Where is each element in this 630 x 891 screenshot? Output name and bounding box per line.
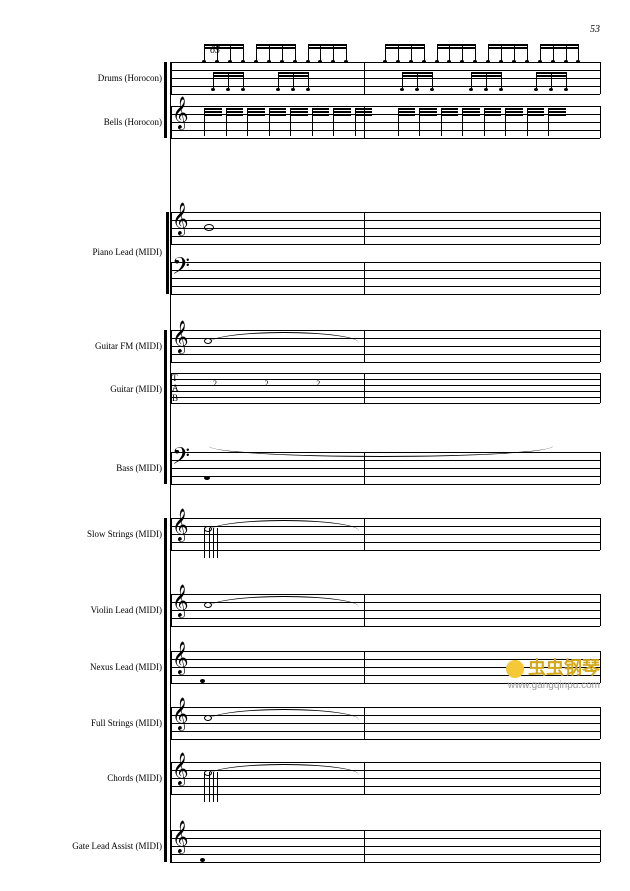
staff: 𝄞 — [170, 762, 600, 794]
instrument-label: Slow Strings (MIDI) — [0, 529, 162, 539]
instrument-label: Drums (Horocon) — [0, 73, 162, 83]
instrument-label: Full Strings (MIDI) — [0, 718, 162, 728]
instrument-label: Bells (Horocon) — [0, 117, 162, 127]
staff: 𝄢 — [170, 452, 600, 484]
clef: 𝄢 — [172, 446, 190, 474]
watermark-label: 虫虫钢琴 — [528, 658, 600, 678]
watermark-text: 虫虫钢琴 — [506, 654, 600, 680]
clef: 𝄞 — [172, 701, 189, 729]
instrument-label: Nexus Lead (MIDI) — [0, 662, 162, 672]
clef: 𝄞 — [172, 824, 189, 852]
instrument-label: Chords (MIDI) — [0, 773, 162, 783]
staff: TAB222 — [170, 373, 600, 403]
staff: 𝄢 — [170, 262, 600, 294]
score-page: 53 65 Drums (Horocon)𝄞Bells (Horocon)𝄞𝄢P… — [0, 0, 630, 891]
clef: 𝄞 — [172, 324, 189, 352]
clef: 𝄞 — [172, 756, 189, 784]
instrument-label: Gate Lead Assist (MIDI) — [0, 841, 162, 851]
staff: 𝄞 — [170, 707, 600, 739]
instrument-label: Guitar FM (MIDI) — [0, 341, 162, 351]
staff: 𝄞 — [170, 830, 600, 862]
staff: 𝄞 — [170, 330, 600, 362]
instrument-label: Piano Lead (MIDI) — [0, 247, 162, 257]
clef: TAB — [172, 373, 179, 403]
clef: 𝄞 — [172, 588, 189, 616]
staff: 𝄞 — [170, 106, 600, 138]
staff — [170, 62, 600, 94]
staff: 𝄞 — [170, 594, 600, 626]
clef: 𝄞 — [172, 512, 189, 540]
clef: 𝄢 — [172, 256, 190, 284]
staff: 𝄞 — [170, 212, 600, 244]
staff: 𝄞 — [170, 518, 600, 550]
watermark-icon — [506, 660, 524, 678]
watermark: 虫虫钢琴 www.gangqinpu.com — [506, 654, 600, 691]
page-number: 53 — [590, 24, 600, 35]
clef: 𝄞 — [172, 206, 189, 234]
watermark-url: www.gangqinpu.com — [506, 680, 600, 691]
instrument-label: Violin Lead (MIDI) — [0, 605, 162, 615]
clef: 𝄞 — [172, 645, 189, 673]
instrument-label: Bass (MIDI) — [0, 463, 162, 473]
clef: 𝄞 — [172, 100, 189, 128]
instrument-label: Guitar (MIDI) — [0, 384, 162, 394]
